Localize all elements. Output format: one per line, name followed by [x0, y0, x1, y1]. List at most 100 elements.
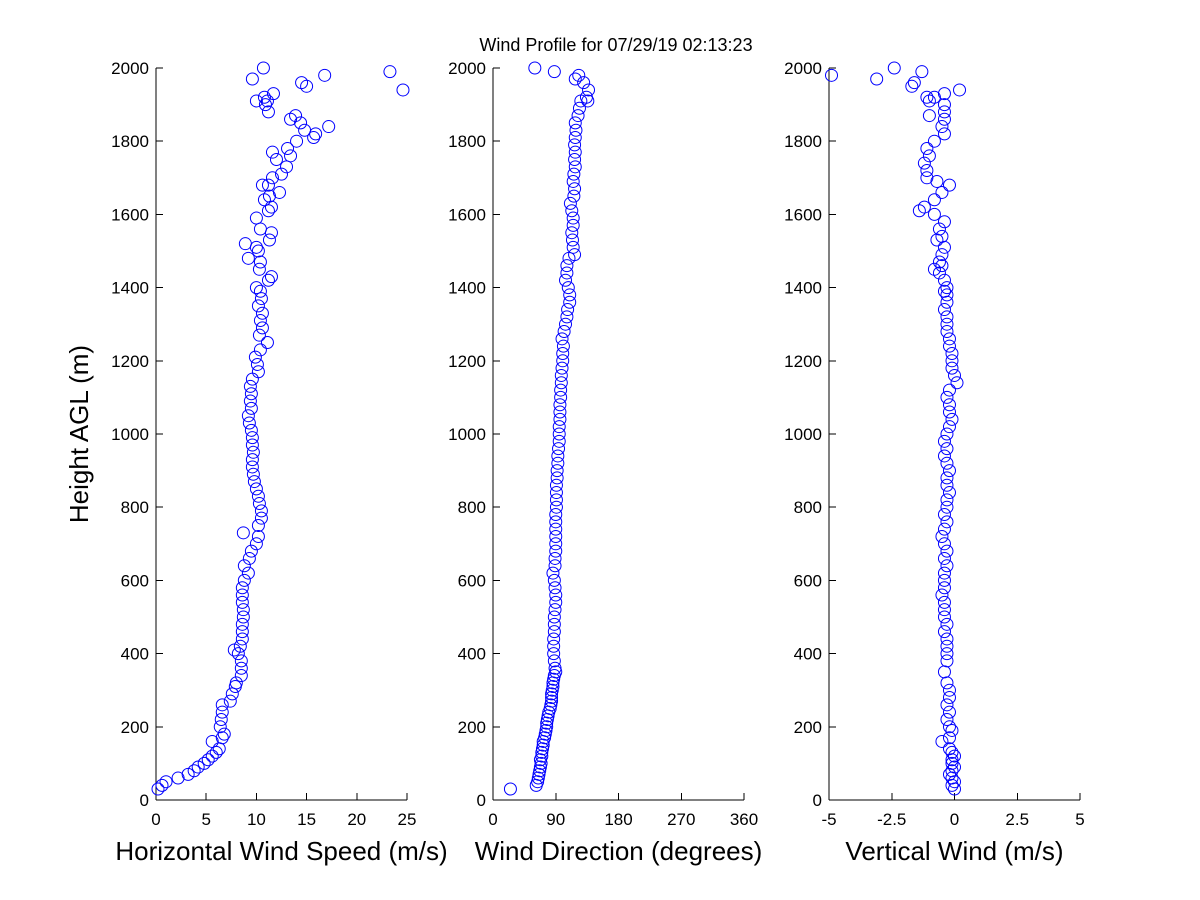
data-point — [503, 782, 517, 796]
data-point — [217, 727, 231, 741]
data-point — [935, 120, 949, 134]
x-tick-label: 90 — [546, 810, 565, 829]
data-point — [556, 339, 570, 353]
data-point — [235, 632, 249, 646]
data-point — [940, 493, 954, 507]
y-tick-label: 2000 — [448, 59, 486, 78]
data-point — [945, 764, 959, 778]
data-point — [942, 339, 956, 353]
data-point — [242, 416, 256, 430]
y-tick-label: 0 — [477, 791, 486, 810]
data-point — [253, 314, 267, 328]
data-point — [940, 288, 954, 302]
y-tick-label: 1600 — [784, 205, 822, 224]
data-point — [264, 200, 278, 214]
data-point — [548, 581, 562, 595]
data-point — [561, 281, 575, 295]
data-point — [935, 529, 949, 543]
data-point — [551, 449, 565, 463]
data-point — [568, 116, 582, 130]
data-point — [937, 603, 951, 617]
data-point — [942, 332, 956, 346]
y-tick-label: 1400 — [111, 279, 149, 298]
data-point — [245, 453, 259, 467]
data-point — [251, 519, 265, 532]
data-point — [548, 551, 562, 565]
y-tick-label: 600 — [121, 571, 149, 590]
data-point — [940, 471, 954, 485]
data-point — [945, 346, 959, 360]
data-point — [243, 394, 257, 408]
data-point — [383, 65, 397, 79]
data-point — [229, 676, 243, 690]
data-point — [942, 383, 956, 397]
data-point — [249, 537, 263, 551]
x-axis-label: Wind Direction (degrees) — [475, 836, 763, 866]
data-point — [556, 354, 570, 368]
x-tick-label: 270 — [667, 810, 695, 829]
data-point — [553, 398, 567, 412]
y-tick-label: 1600 — [111, 205, 149, 224]
data-point — [907, 76, 921, 90]
data-point — [937, 581, 951, 595]
data-point — [290, 134, 304, 148]
data-point — [548, 603, 562, 617]
data-point — [223, 694, 237, 708]
data-point — [582, 83, 596, 97]
data-point — [255, 306, 269, 320]
data-point — [238, 237, 252, 251]
data-point — [554, 368, 568, 382]
data-point — [942, 405, 956, 419]
data-point — [209, 745, 223, 759]
data-point — [937, 508, 951, 522]
data-point — [920, 142, 934, 156]
y-tick-label: 400 — [458, 645, 486, 664]
data-point — [887, 61, 901, 75]
data-point — [262, 189, 276, 203]
data-point — [255, 178, 269, 192]
figure-title: Wind Profile for 07/29/19 02:13:23 — [479, 35, 752, 55]
data-point — [235, 595, 249, 609]
data-point — [950, 376, 964, 390]
data-point — [937, 573, 951, 587]
data-point — [937, 303, 951, 317]
data-point — [252, 328, 266, 342]
x-tick-label: 180 — [604, 810, 632, 829]
data-point — [565, 204, 579, 218]
data-point — [237, 573, 251, 587]
data-point — [545, 694, 559, 708]
data-point — [937, 127, 951, 141]
data-point — [940, 500, 954, 514]
x-tick-label: 0 — [151, 810, 160, 829]
data-point — [948, 760, 961, 774]
data-point — [927, 262, 941, 276]
data-point — [568, 72, 582, 86]
data-point — [213, 720, 227, 734]
data-point — [552, 427, 566, 441]
data-point — [235, 581, 249, 595]
data-point — [549, 493, 563, 507]
data-point — [253, 222, 267, 236]
data-point — [549, 478, 563, 492]
data-point — [549, 529, 563, 543]
data-point — [253, 255, 267, 269]
data-point — [245, 72, 259, 86]
data-point — [547, 632, 561, 646]
data-point — [551, 456, 565, 470]
data-point — [550, 464, 564, 478]
data-point — [571, 109, 585, 123]
x-axis-label: Vertical Wind (m/s) — [845, 836, 1063, 866]
data-point — [249, 482, 263, 496]
data-point — [937, 595, 951, 609]
data-point — [555, 332, 569, 346]
data-point — [937, 625, 951, 639]
data-point — [205, 734, 219, 748]
data-point — [935, 259, 949, 273]
data-point — [251, 529, 265, 543]
y-tick-label: 1800 — [448, 132, 486, 151]
data-point — [284, 112, 298, 126]
y-tick-label: 200 — [794, 718, 822, 737]
data-point — [937, 551, 951, 565]
data-point — [251, 365, 265, 379]
data-point — [215, 698, 229, 712]
